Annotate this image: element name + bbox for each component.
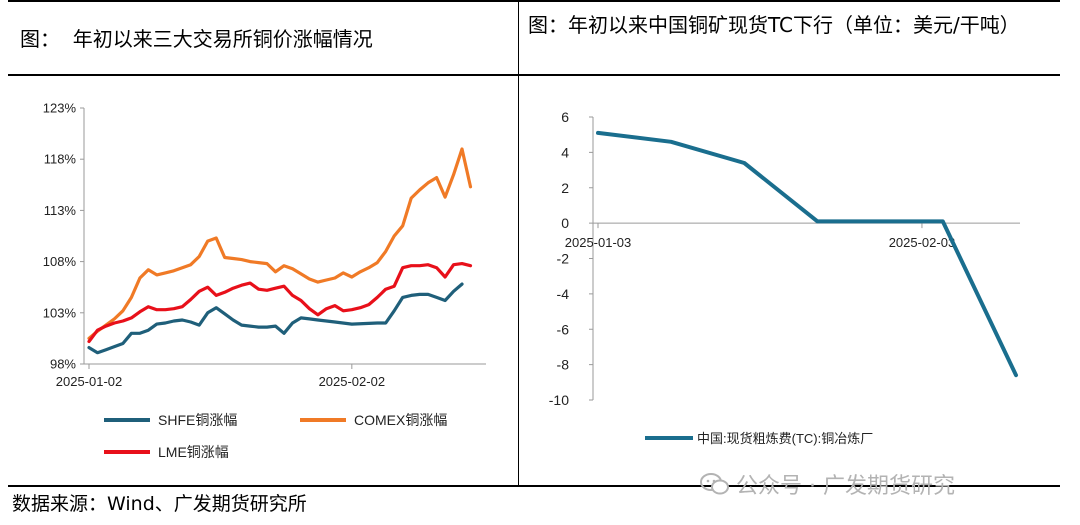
right-y-tick-label: -6 [557,321,570,337]
right-y-tick-label: -10 [549,392,569,408]
header-rule [8,74,1060,76]
right-x-tick-label: 2025-02-03 [889,235,956,250]
series-line-tc [596,130,1018,378]
wechat-icon [700,473,729,495]
right-x-tick-label: 2025-01-03 [565,235,632,250]
right-y-tick-label: -2 [557,251,570,267]
left-y-tick-label: 103% [43,305,77,320]
right-y-tick-label: 4 [561,144,569,160]
left-x-tick-label: 2025-02-02 [319,374,386,389]
series-line-LME铜涨幅 [87,262,473,344]
series-line-COMEX铜涨幅 [87,147,473,340]
legend-label: SHFE铜涨幅 [158,412,237,428]
data-source: 数据来源：Wind、广发期货研究所 [12,493,307,515]
watermark: 公众号 · 广发期货研究 [700,468,955,500]
right-y-tick-label: 6 [561,109,569,125]
left-y-tick-label: 108% [43,254,77,269]
right-y-tick-label: 2 [561,180,569,196]
legend-label: COMEX铜涨幅 [354,412,447,428]
right-legend-label: 中国:现货粗炼费(TC):铜冶炼厂 [697,431,873,446]
left-y-tick-label: 113% [44,203,77,218]
legend-label: LME铜涨幅 [158,444,229,460]
panel-divider [518,0,519,487]
right-y-tick-label: 0 [561,215,569,231]
series-line-SHFE铜涨幅 [87,282,464,355]
watermark-text: 公众号 · 广发期货研究 [736,474,955,499]
bottom-rule [8,485,1060,487]
left-x-tick-label: 2025-01-02 [56,374,123,389]
right-y-tick-label: -8 [557,357,570,373]
right-panel-title: 图：年初以来中国铜矿现货TC下行（单位：美元/干吨） [528,13,1020,37]
left-y-tick-label: 118% [44,152,77,167]
left-y-tick-label: 98% [50,357,76,372]
left-y-tick-label: 123% [43,101,77,116]
top-rule [8,0,1060,2]
left-panel-title: 图： 年初以来三大交易所铜价涨幅情况 [20,27,373,51]
right-y-tick-label: -4 [557,286,570,302]
report-frame [8,0,1060,487]
